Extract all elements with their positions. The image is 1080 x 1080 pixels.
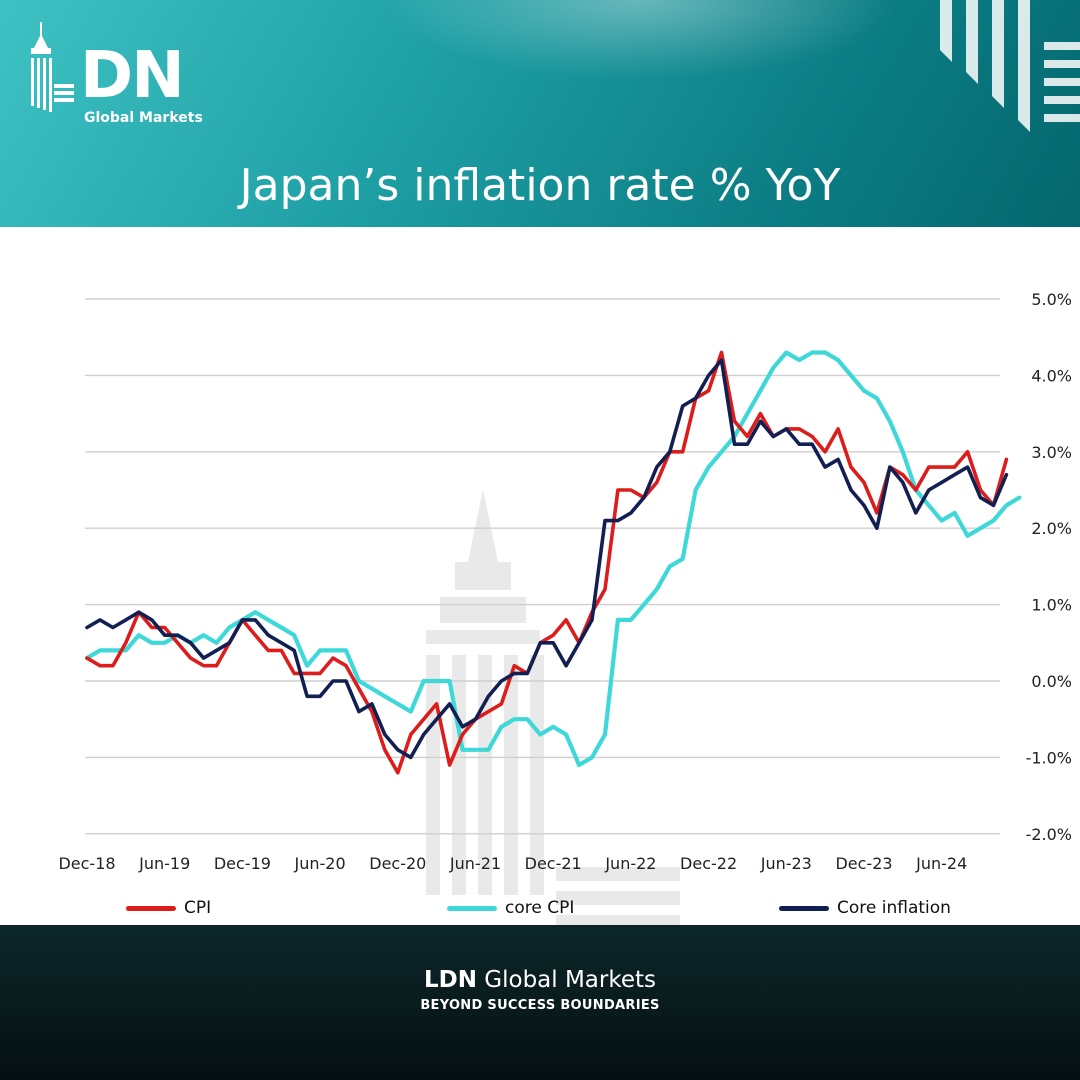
chart-series [84, 350, 1022, 775]
legend-swatch-core-inflation [779, 905, 829, 911]
y-tick-label: 3.0% [1031, 443, 1072, 462]
x-tick-labels: Dec-18 Jun-19 Dec-19 Jun-20 Dec-20 Jun-21 Dec-… [58, 854, 967, 873]
y-tick-label: 4.0% [1031, 366, 1072, 385]
y-tick-labels: 5.0% 4.0% 3.0% 2.0% 1.0% 0.0% -1.0% -2.0% [1026, 290, 1072, 844]
logo-subtitle: Global Markets [84, 110, 203, 126]
x-tick-label: Dec-20 [369, 854, 426, 873]
x-tick-label: Jun-24 [915, 854, 967, 873]
legend-label: core CPI [505, 898, 575, 918]
legend-label: Core inflation [837, 898, 951, 918]
x-tick-label: Jun-21 [449, 854, 501, 873]
x-tick-label: Dec-22 [680, 854, 737, 873]
chart-grid [85, 298, 1000, 835]
x-tick-label: Dec-21 [525, 854, 582, 873]
header-banner: DN Global Markets Japan’s inflation rate… [0, 0, 1080, 227]
x-tick-label: Dec-19 [214, 854, 271, 873]
logo-letters: DN [80, 39, 185, 113]
legend-label: CPI [184, 898, 212, 918]
series-line-cpi [85, 350, 1009, 775]
chart-area: 5.0% 4.0% 3.0% 2.0% 1.0% 0.0% -1.0% -2.0% Dec-1… [0, 227, 1080, 925]
legend-swatch-core-cpi [447, 905, 497, 911]
inflation-line-chart: 5.0% 4.0% 3.0% 2.0% 1.0% 0.0% -1.0% -2.0% Dec-1… [58, 290, 1072, 925]
y-tick-label: 0.0% [1031, 672, 1072, 691]
footer-brand-rest: Global Markets [476, 967, 657, 993]
legend-item-core-cpi: core CPI [447, 896, 574, 920]
header-glow [380, 0, 900, 80]
y-tick-label: -1.0% [1026, 748, 1072, 767]
page-title: Japan’s inflation rate % YoY [239, 160, 841, 211]
x-tick-label: Jun-19 [138, 854, 190, 873]
y-tick-label: -2.0% [1026, 825, 1072, 844]
x-tick-label: Jun-22 [604, 854, 656, 873]
x-tick-label: Dec-18 [58, 854, 115, 873]
corner-stripes-icon [940, 0, 1080, 132]
legend-item-core-inflation: Core inflation [779, 896, 951, 920]
footer-tagline: BEYOND SUCCESS BOUNDARIES [420, 998, 660, 1013]
y-tick-label: 2.0% [1031, 519, 1072, 538]
legend-item-cpi: CPI [126, 896, 211, 920]
ldn-logo: DN Global Markets [28, 20, 203, 130]
x-tick-label: Jun-20 [294, 854, 346, 873]
y-tick-label: 5.0% [1031, 290, 1072, 309]
series-line-core-cpi [84, 350, 1022, 768]
y-tick-label: 1.0% [1031, 596, 1072, 615]
footer: LDN Global Markets BEYOND SUCCESS BOUNDA… [0, 925, 1080, 1080]
legend-swatch-cpi [126, 905, 176, 911]
x-tick-label: Dec-23 [835, 854, 892, 873]
footer-brand: LDN Global Markets [0, 967, 1080, 993]
x-tick-label: Jun-23 [760, 854, 812, 873]
footer-brand-bold: LDN [423, 967, 477, 993]
building-logo-icon [31, 22, 74, 112]
series-line-core-inflation [85, 358, 1009, 760]
